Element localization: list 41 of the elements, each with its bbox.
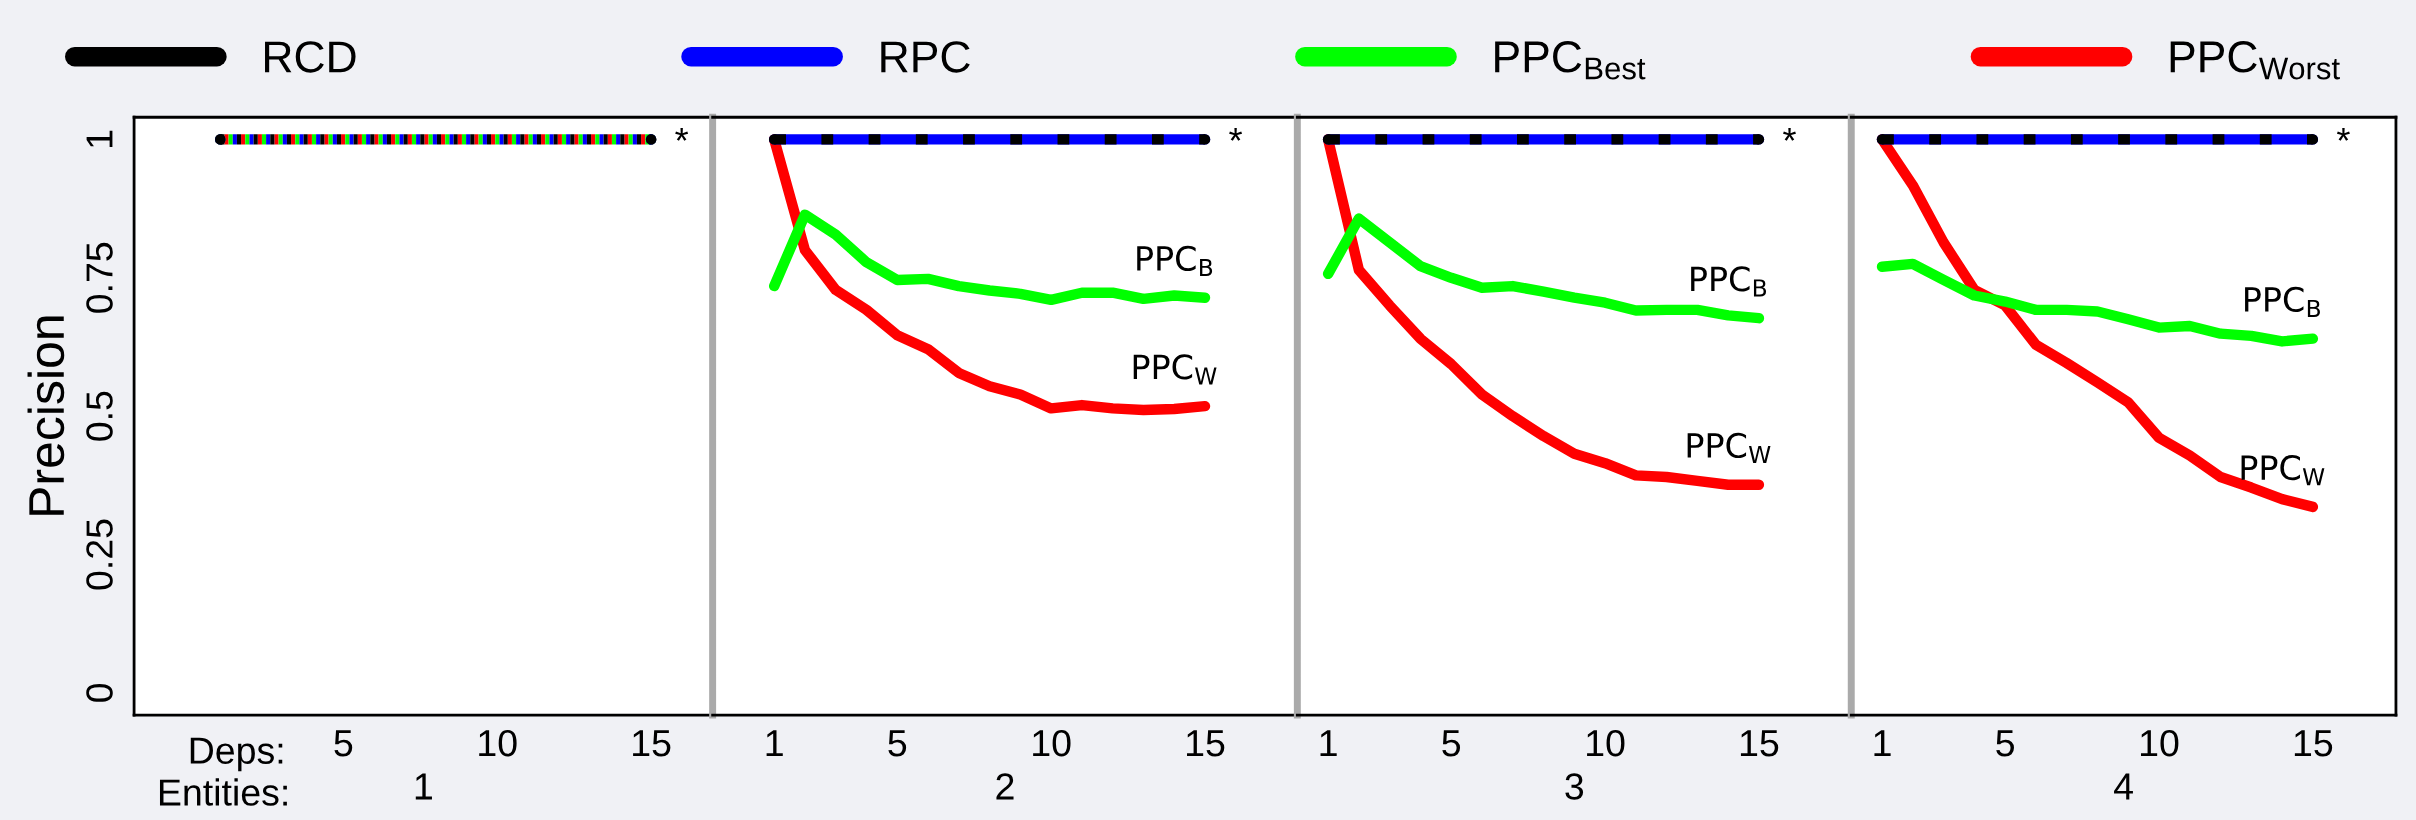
x-axis-title: 2	[996, 773, 1014, 800]
annotation: *	[1229, 128, 1243, 141]
legend-label: RCD	[265, 41, 356, 73]
annotation: PPC$_{W}$	[2241, 455, 2325, 486]
x-tick-label: 1	[766, 730, 783, 757]
x-tick-label: 5	[334, 730, 353, 757]
x-tick-label: 15	[1740, 730, 1779, 757]
text: Entities:	[159, 778, 287, 806]
y-tick-label: 0.5	[86, 391, 113, 441]
annotation: PPC$_{B}$	[1691, 266, 1767, 297]
x-tick-label: 1	[1320, 730, 1337, 757]
x-tick-label: 15	[2294, 730, 2333, 757]
legend-label: PPC$_{Worst}$	[2170, 41, 2340, 80]
legend-label: PPC$_{Best}$	[1495, 41, 1646, 80]
text: Deps:	[190, 737, 283, 772]
annotation: PPC$_{W}$	[1687, 432, 1771, 464]
annotation: PPC$_{B}$	[2245, 286, 2320, 317]
x-tick-label: 15	[1187, 730, 1225, 757]
annotation: PPC$_{B}$	[1137, 245, 1213, 276]
y-tick-label: 0.25	[86, 519, 113, 590]
x-tick-label: 5	[888, 730, 907, 757]
x-tick-label: 10	[1587, 729, 1625, 757]
x-axis-title: 1	[415, 773, 432, 800]
x-tick-label: 5	[1442, 730, 1461, 757]
x-tick-label: 15	[633, 730, 671, 757]
x-tick-label: 1	[1874, 730, 1891, 757]
annotation: *	[675, 128, 689, 141]
y-tick-label: 1	[86, 130, 113, 147]
x-tick-label: 10	[1033, 729, 1071, 757]
legend-label: RPC	[881, 41, 970, 73]
annotation: *	[2336, 128, 2350, 141]
annotation: PPC$_{W}$	[1133, 354, 1217, 385]
x-axis-title: 4	[2114, 773, 2133, 800]
annotation: *	[1783, 128, 1796, 141]
x-tick-label: 5	[1996, 730, 2014, 757]
x-tick-label: 10	[479, 729, 517, 757]
x-axis-title: 3	[1565, 773, 1584, 800]
y-tick-label: 0.75	[86, 242, 113, 313]
y-axis-title: Precision	[27, 316, 65, 515]
x-tick-label: 10	[2141, 729, 2179, 757]
y-tick-label: 0	[86, 683, 113, 702]
